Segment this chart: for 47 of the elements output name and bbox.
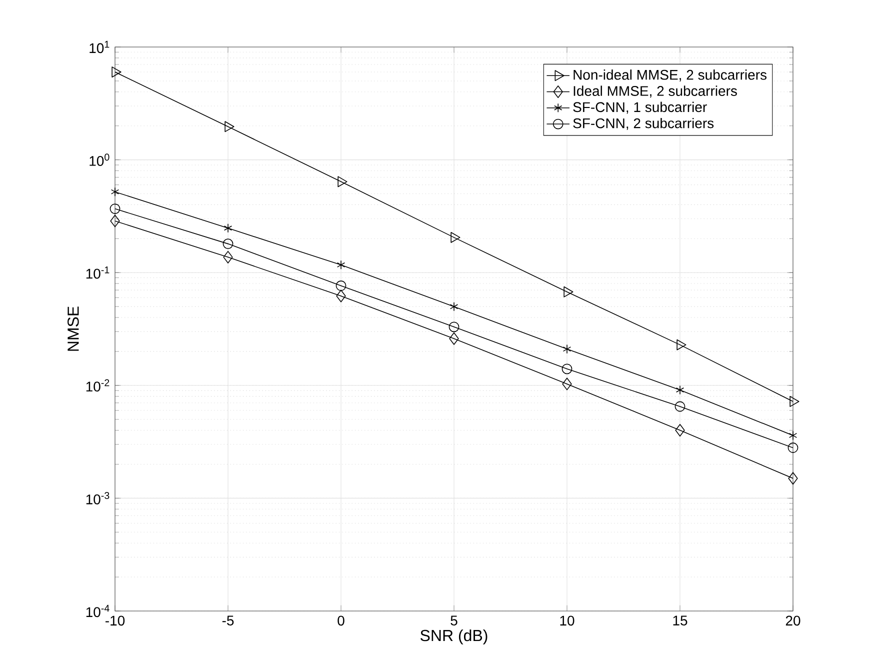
point	[336, 260, 346, 270]
point	[110, 187, 120, 197]
point	[224, 223, 232, 233]
point	[448, 322, 460, 332]
legend-label: SF-CNN, 2 subcarriers	[573, 118, 714, 130]
x-tick-label: 0	[338, 616, 344, 626]
x-tick-label: 20	[786, 616, 800, 626]
x-tick-label: -5	[222, 616, 234, 626]
point	[788, 430, 798, 440]
point	[338, 176, 348, 188]
x-axis-title: SNR (dB)	[420, 629, 488, 644]
point	[110, 204, 120, 214]
y-axis-title: NMSE	[68, 306, 79, 351]
y-tick-label: 10$^{-3}$	[86, 492, 110, 504]
point	[450, 302, 458, 312]
point	[674, 401, 686, 412]
point	[222, 238, 234, 250]
legend-label: Non-ideal MMSE, 2 subcarriers	[574, 70, 767, 82]
point	[562, 378, 572, 390]
x-tick-label: 5	[450, 616, 458, 626]
y-tick-label: 10$^{-1}$	[86, 266, 110, 279]
point	[223, 250, 233, 264]
point	[112, 66, 122, 78]
point	[676, 339, 686, 350]
y-tick-label: 10$^{1}$	[90, 40, 110, 54]
x-tick-label: 15	[673, 616, 688, 626]
point	[564, 286, 574, 298]
point	[224, 121, 234, 132]
point	[336, 280, 346, 291]
point	[788, 442, 798, 453]
y-tick-label: 10$^{-4}$	[86, 604, 110, 618]
x-tick-label: -10	[106, 616, 125, 626]
point	[562, 344, 572, 354]
legend-label: Ideal MMSE, 2 subcarriers	[574, 86, 737, 98]
point	[449, 332, 459, 345]
point	[450, 232, 460, 243]
point	[788, 472, 798, 485]
legend-label: SF-CNN, 1 subcarrier	[573, 102, 707, 114]
y-tick-label: 10$^{0}$	[90, 154, 110, 166]
point	[676, 385, 684, 395]
point	[336, 290, 346, 302]
point	[675, 424, 685, 437]
y-tick-label: 10$^{-2}$	[86, 379, 110, 392]
point	[110, 214, 120, 228]
x-tick-label: 10	[560, 616, 574, 626]
point	[562, 364, 572, 374]
point	[790, 396, 800, 407]
